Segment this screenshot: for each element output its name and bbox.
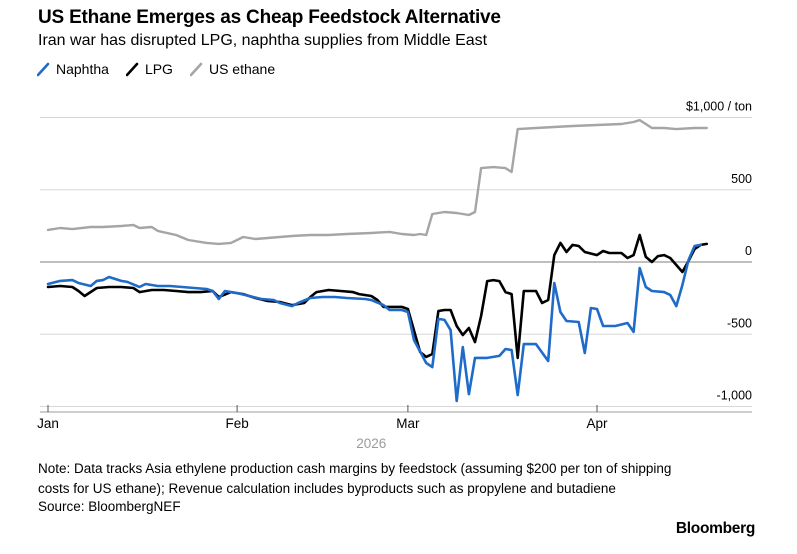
chart-title: US Ethane Emerges as Cheap Feedstock Alt… — [38, 7, 501, 28]
naphtha-line-swatch-icon — [37, 62, 50, 76]
source-label: Source: BloombergNEF — [38, 499, 181, 514]
chart-legend: Naphtha LPG US ethane — [37, 61, 275, 77]
x-axis-label: Jan — [37, 416, 59, 431]
legend-item-lpg: LPG — [125, 61, 173, 77]
lpg-line — [46, 233, 709, 360]
y-axis-label: -500 — [727, 316, 752, 330]
legend-item-us-ethane: US ethane — [189, 61, 276, 77]
y-axis-label: 500 — [731, 172, 752, 186]
legend-label-us-ethane: US ethane — [208, 61, 276, 77]
chart-note: Note: Data tracks Asia ethylene producti… — [38, 459, 671, 499]
y-axis-label: -1,000 — [717, 389, 752, 403]
y-axis-label: 0 — [745, 244, 752, 258]
legend-label-lpg: LPG — [144, 61, 173, 77]
us-ethane-line-swatch-icon — [189, 62, 203, 76]
legend-item-naphtha: Naphtha — [37, 61, 109, 77]
x-axis-label: Apr — [586, 416, 608, 431]
bloomberg-logo: Bloomberg — [675, 520, 755, 537]
note-line-1: Note: Data tracks Asia ethylene producti… — [38, 461, 672, 476]
legend-label-naphtha: Naphtha — [56, 61, 109, 77]
note-line-2: costs for US ethane); Revenue calculatio… — [38, 481, 616, 496]
lpg-line-swatch-icon — [125, 62, 139, 76]
us-ethane-line — [46, 118, 708, 246]
year-label: 2026 — [356, 436, 386, 451]
y-axis-label: $1,000 / ton — [686, 100, 752, 114]
x-axis-label: Mar — [396, 416, 420, 431]
chart-subtitle: Iran war has disrupted LPG, naphtha supp… — [38, 32, 488, 49]
naphtha-line — [46, 243, 703, 403]
x-axis-label: Feb — [225, 416, 248, 431]
chart-svg: $1,000 / ton 500 0 -500 -1,000 Jan Feb Mar Apr 20… — [37, 100, 752, 452]
